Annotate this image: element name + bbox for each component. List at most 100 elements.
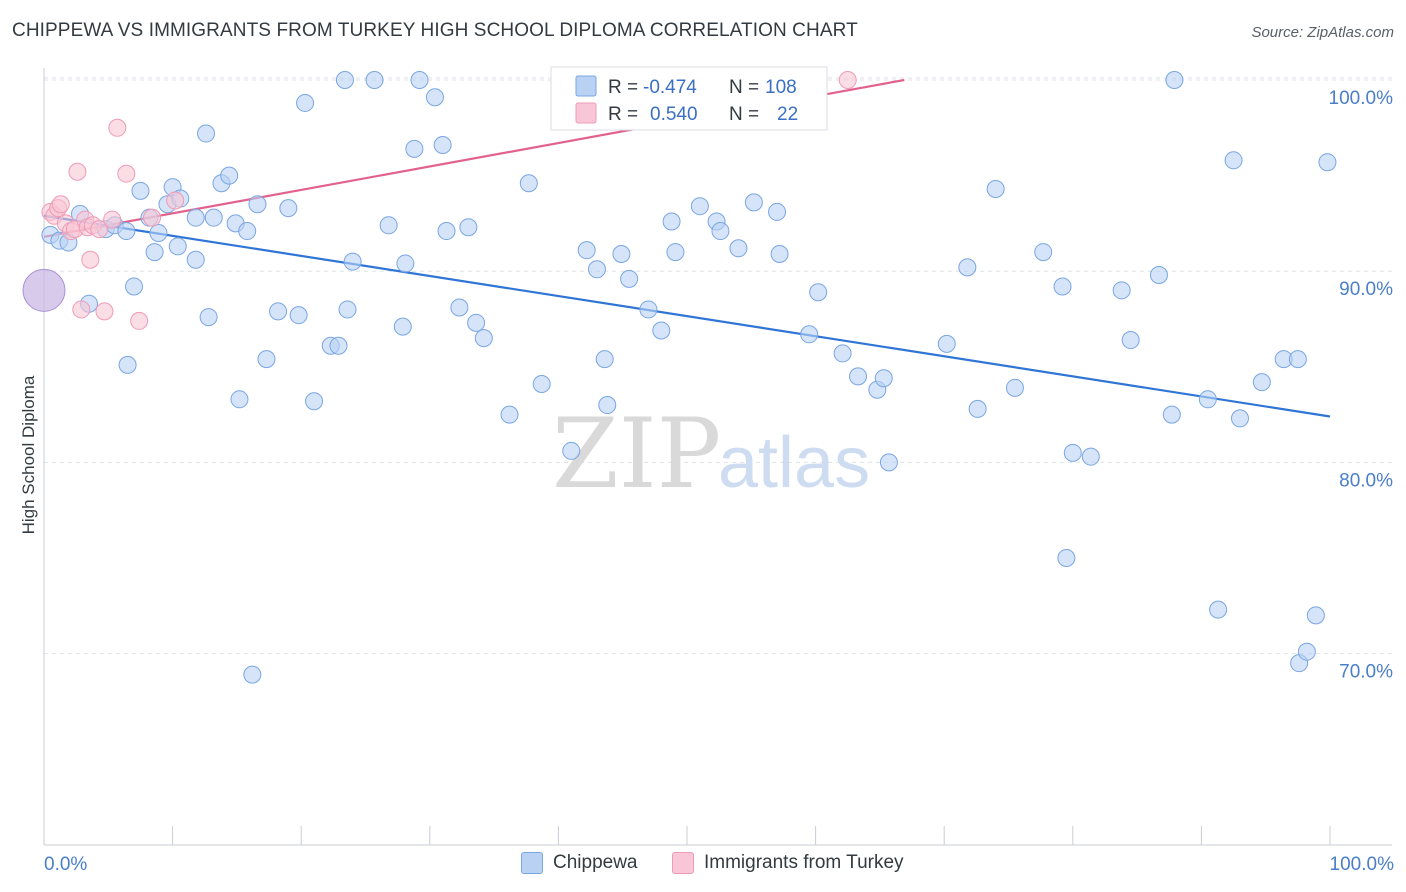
chippewa-point <box>365 71 384 89</box>
chippewa-point <box>937 334 956 353</box>
chippewa-point <box>666 243 685 262</box>
chippewa-point <box>338 300 357 319</box>
chippewa-point <box>289 306 308 325</box>
chippewa-point <box>238 222 257 241</box>
chippewa-point <box>410 71 429 89</box>
data-points <box>22 71 1337 684</box>
chippewa-point <box>474 329 493 348</box>
chippewa-point <box>437 222 456 241</box>
legend-r-label-1: R = <box>608 77 638 98</box>
chippewa-point <box>117 222 136 241</box>
chippewa-point <box>296 93 315 112</box>
turkey-point <box>143 208 162 227</box>
y-tick-labels: 70.0% 80.0% 90.0% 100.0% <box>1329 88 1394 683</box>
chippewa-point <box>1063 443 1082 462</box>
turkey-point <box>166 191 185 210</box>
chippewa-point <box>257 350 276 369</box>
legend-label-turkey: Immigrants from Turkey <box>704 852 904 873</box>
y-tick-label: 90.0% <box>1339 279 1393 300</box>
chippewa-point <box>149 223 168 242</box>
chippewa-point <box>1162 405 1181 424</box>
chippewa-point <box>450 298 469 317</box>
chippewa-point <box>690 197 709 216</box>
chippewa-point <box>230 390 249 409</box>
chippewa-point <box>1005 378 1024 397</box>
chippewa-point <box>396 254 415 273</box>
chippewa-point <box>662 212 681 231</box>
legend-n-label-2: N = <box>729 104 759 125</box>
chippewa-large-point <box>22 268 66 312</box>
chippewa-point <box>393 317 412 336</box>
chippewa-point <box>1230 409 1249 428</box>
turkey-point <box>81 250 100 269</box>
chippewa-point <box>809 283 828 302</box>
chippewa-trend-line <box>43 214 1331 418</box>
watermark-zip: ZIP <box>552 398 721 510</box>
chippewa-point <box>770 244 789 263</box>
chippewa-point <box>849 367 868 386</box>
turkey-point <box>103 210 122 229</box>
axes <box>43 68 1392 846</box>
chippewa-point <box>168 237 187 256</box>
chippewa-point <box>768 202 787 221</box>
stats-legend: R = -0.474 N = 108 R = 0.540 N = 22 <box>550 66 828 131</box>
chippewa-point <box>1081 447 1100 466</box>
chippewa-point <box>220 166 239 185</box>
watermark-atlas: atlas <box>718 423 870 503</box>
chippewa-point <box>425 88 444 107</box>
chippewa-point <box>243 665 262 684</box>
chippewa-point <box>405 139 424 158</box>
chippewa-point <box>459 218 478 237</box>
x-tick-label-max: 100.0% <box>1330 854 1395 875</box>
turkey-point <box>68 162 87 181</box>
turkey-point <box>838 71 857 89</box>
chippewa-point <box>1224 151 1243 170</box>
chippewa-point <box>1149 266 1168 285</box>
x-tick-labels: 0.0% 100.0% <box>44 854 1394 875</box>
chippewa-point <box>279 199 298 218</box>
y-tick-label: 80.0% <box>1339 470 1393 491</box>
legend-r-label-2: R = <box>608 104 638 125</box>
chippewa-point <box>800 325 819 344</box>
chippewa-point <box>1288 350 1307 369</box>
chippewa-point <box>711 222 730 241</box>
chippewa-point <box>1297 642 1316 661</box>
y-axis-title: High School Diploma <box>19 375 38 534</box>
source-label: Source: ZipAtlas.com <box>1251 24 1394 41</box>
chippewa-point <box>1306 606 1325 625</box>
legend-n-value-2: 22 <box>777 104 798 125</box>
y-tick-label: 70.0% <box>1339 662 1393 683</box>
chippewa-point <box>204 208 223 227</box>
series-legend: Chippewa Immigrants from Turkey <box>0 852 1406 878</box>
chippewa-point <box>186 250 205 269</box>
turkey-point <box>90 220 109 239</box>
turkey-point <box>117 164 136 183</box>
chippewa-point <box>1318 153 1337 172</box>
y-tick-label: 100.0% <box>1329 88 1394 109</box>
chippewa-point <box>1209 600 1228 619</box>
turkey-point <box>95 302 114 321</box>
chippewa-point <box>433 136 452 155</box>
chippewa-point <box>125 277 144 296</box>
chippewa-point <box>612 244 631 263</box>
legend-item-chippewa: Chippewa <box>521 852 638 874</box>
chippewa-point <box>833 344 852 363</box>
chippewa-point <box>744 193 763 212</box>
chippewa-point <box>118 355 137 374</box>
chippewa-point <box>305 392 324 411</box>
legend-swatch-icon <box>521 852 543 874</box>
gridlines <box>44 77 1392 655</box>
chippewa-point <box>652 321 671 340</box>
chippewa-point <box>587 260 606 279</box>
chippewa-point <box>1034 243 1053 262</box>
chippewa-point <box>1057 549 1076 567</box>
legend-n-value-1: 108 <box>765 77 797 98</box>
legend-frame <box>550 66 828 131</box>
chippewa-point <box>598 396 617 415</box>
chippewa-point <box>968 399 987 418</box>
chippewa-point <box>958 258 977 277</box>
chippewa-point <box>1252 373 1271 392</box>
chippewa-point <box>729 239 748 258</box>
chippewa-point <box>269 302 288 321</box>
